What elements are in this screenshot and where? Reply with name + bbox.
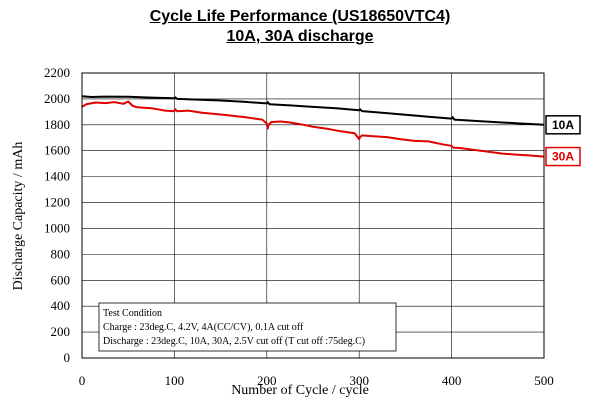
legend: 10A 30A (545, 115, 581, 167)
y-tick-label: 1400 (44, 169, 70, 184)
x-tick-label: 200 (257, 373, 277, 388)
y-tick-label: 800 (51, 246, 71, 261)
x-tick-label: 400 (442, 373, 462, 388)
y-tick-label: 2000 (44, 91, 70, 106)
test-condition-box: Test Condition Charge : 23deg.C, 4.2V, 4… (98, 302, 397, 352)
legend-label-10a: 10A (552, 118, 574, 132)
y-tick-label: 600 (51, 272, 71, 287)
annotation-charge: Charge : 23deg.C, 4.2V, 4A(CC/CV), 0.1A … (103, 322, 304, 333)
legend-box-30a (545, 146, 581, 167)
chart-title: Cycle Life Performance (US18650VTC4) (149, 8, 451, 25)
series-layer (81, 95, 545, 158)
series-line-10a (81, 95, 545, 126)
y-tick-label: 1800 (44, 117, 70, 132)
x-tick-label: 0 (79, 373, 86, 388)
y-axis-label: Discharge Capacity / mAh (11, 142, 26, 291)
y-tick-label: 0 (64, 350, 71, 365)
y-tick-label: 400 (51, 298, 71, 313)
annotation-frame (98, 302, 397, 352)
tick-labels: 0200400600800100012001400160018002000220… (44, 65, 554, 388)
y-tick-label: 2200 (44, 65, 70, 80)
legend-label-30a: 30A (552, 150, 574, 164)
legend-box-10a (545, 115, 581, 135)
plot-frame (81, 72, 545, 359)
y-tick-label: 1200 (44, 195, 70, 210)
y-tick-label: 200 (51, 324, 71, 339)
annotation-discharge: Discharge : 23deg.C, 10A, 30A, 2.5V cut … (103, 336, 365, 347)
y-tick-label: 1600 (44, 143, 70, 158)
annotation-heading: Test Condition (103, 308, 162, 319)
chart-subtitle: 10A, 30A discharge (226, 28, 374, 45)
x-tick-label: 500 (534, 373, 554, 388)
x-tick-label: 300 (349, 373, 369, 388)
y-tick-label: 1000 (44, 220, 70, 235)
series-line-30a (81, 100, 545, 158)
x-axis-label: Number of Cycle / cycle (231, 383, 369, 398)
x-tick-label: 100 (165, 373, 185, 388)
